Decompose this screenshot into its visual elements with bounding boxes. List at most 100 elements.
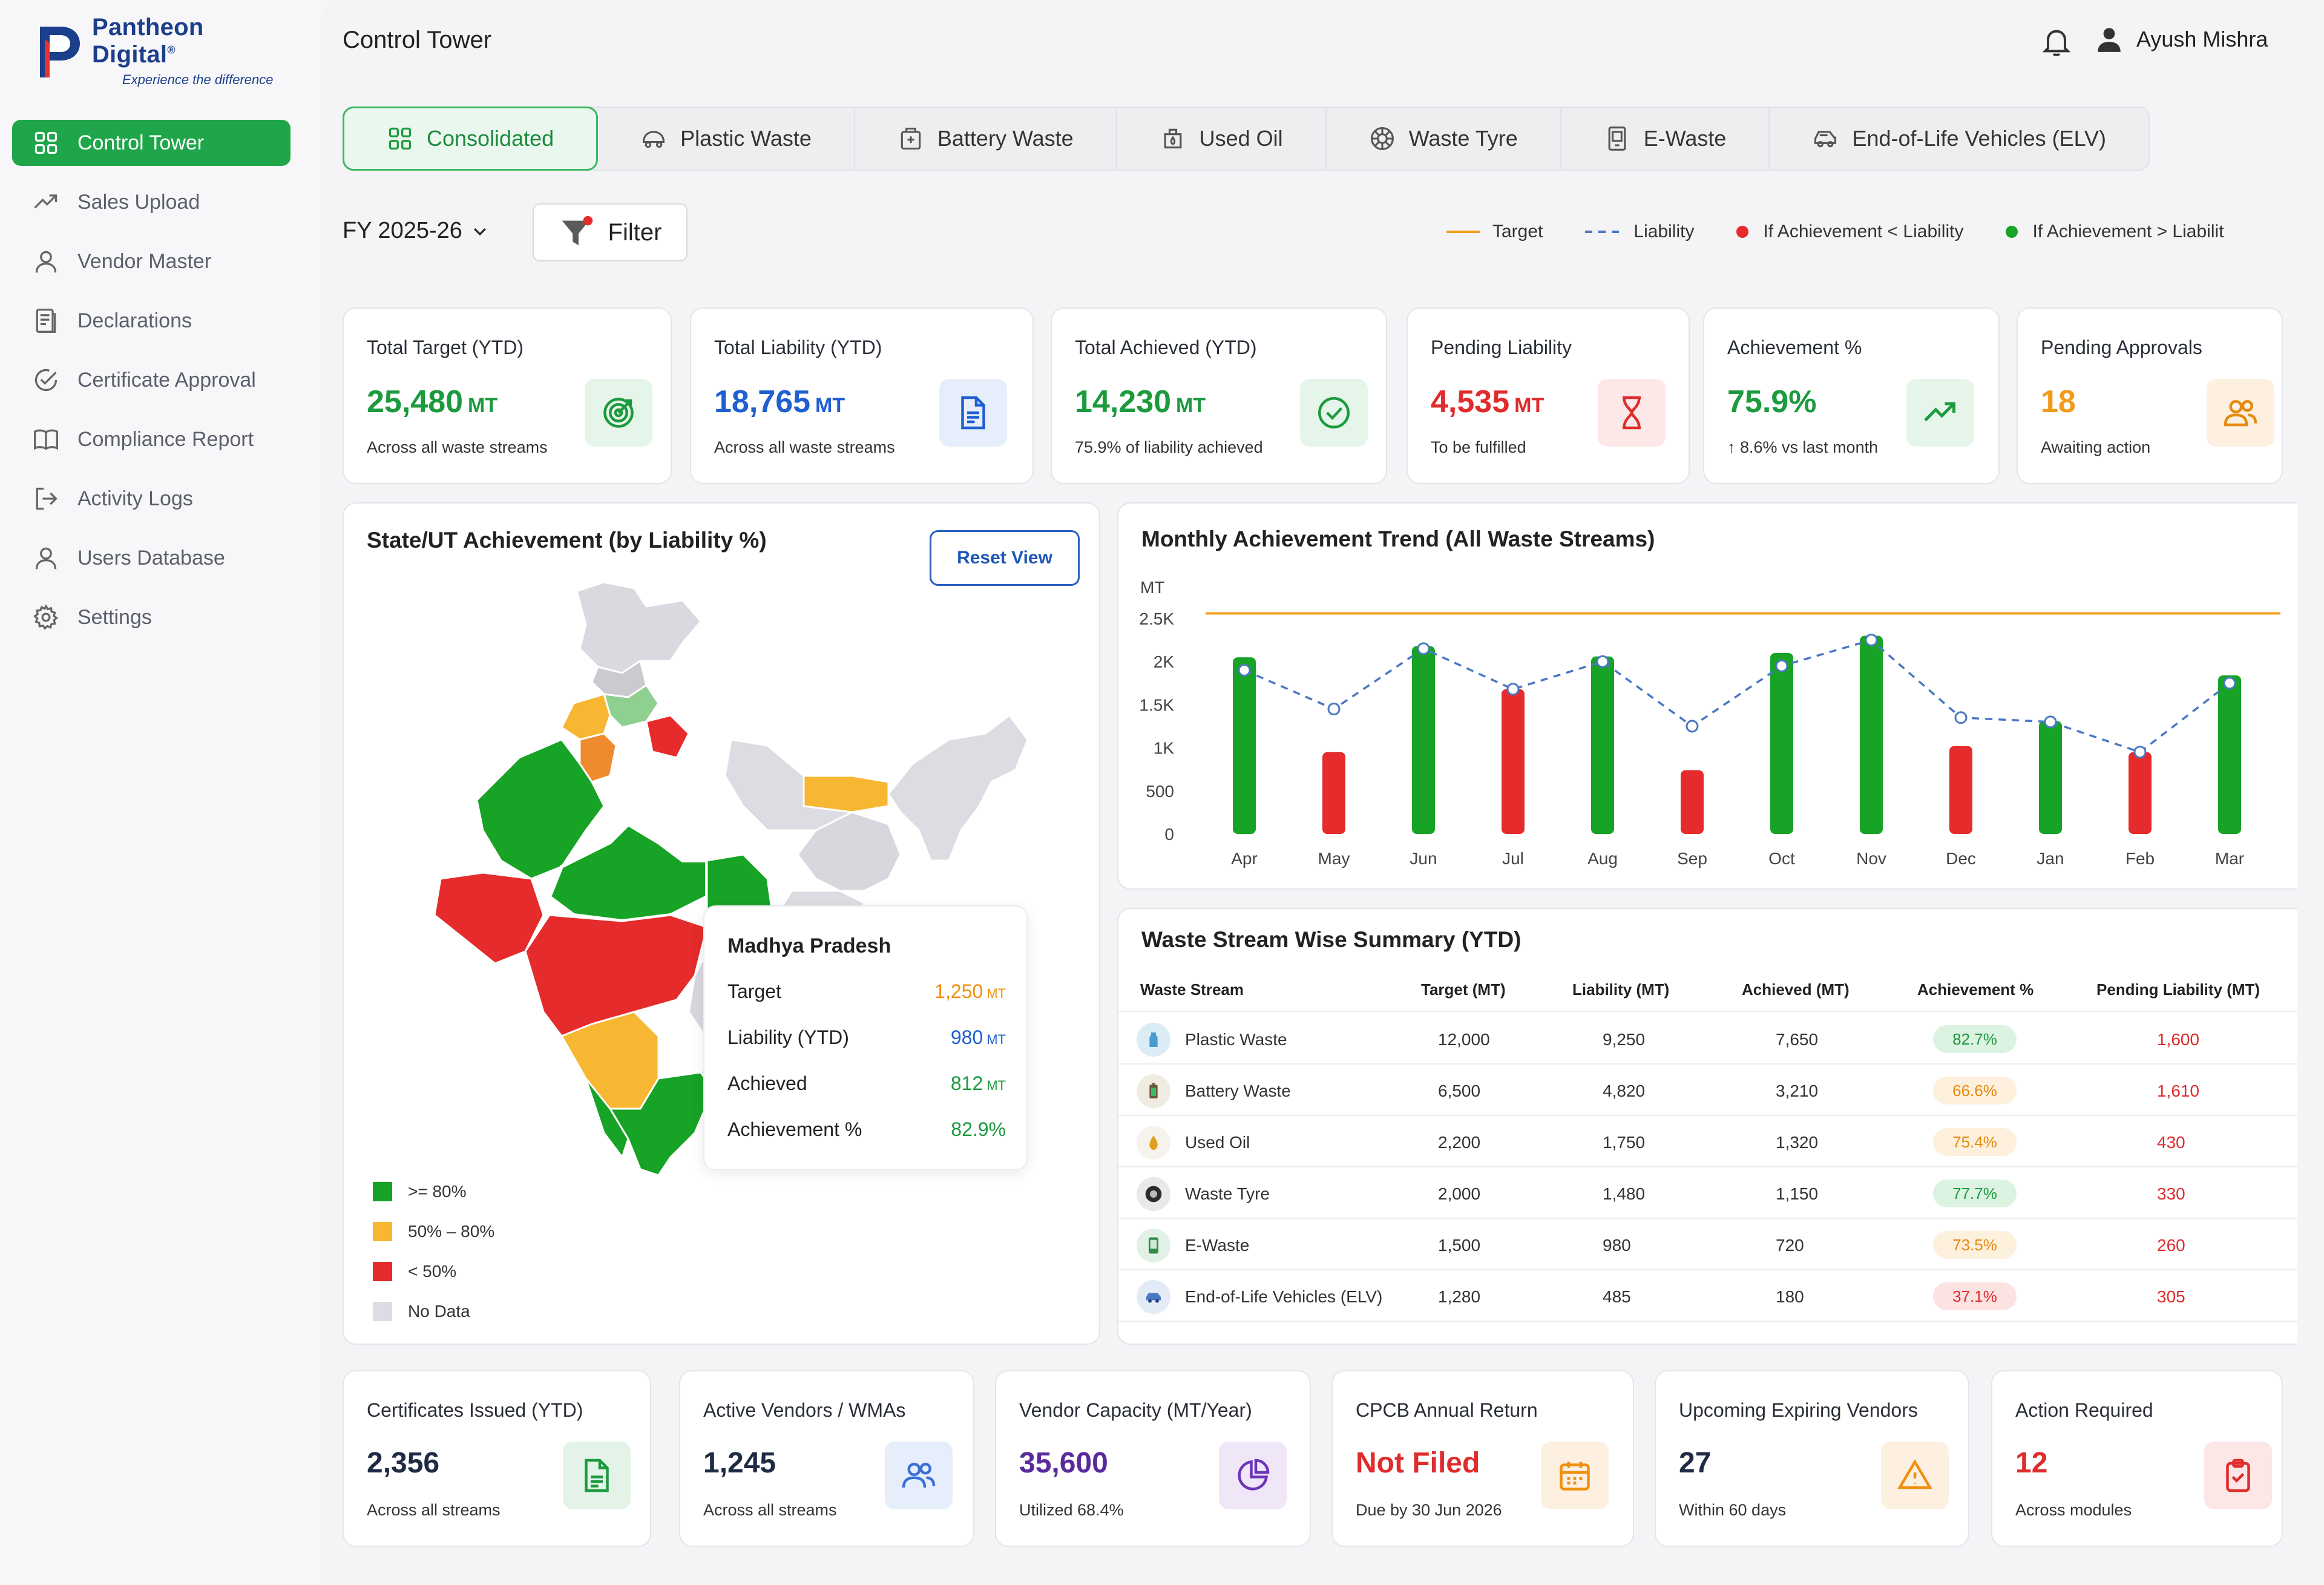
bottom-kpi-card[interactable]: Upcoming Expiring Vendors 27 Within 60 day… [1655,1370,1969,1547]
liability-point [1865,634,1878,647]
bell-icon[interactable] [2040,24,2073,58]
clipboard-icon [2204,1442,2272,1509]
kpi-value: 4,535 MT [1431,384,1544,419]
kpi-value: 18 [2041,384,2076,419]
tab-battery-waste[interactable]: Battery Waste [855,108,1117,169]
tab-plastic-waste[interactable]: Plastic Waste [598,108,855,169]
brand-name: Pantheon Digital® [92,14,204,68]
tab-label: Plastic Waste [680,126,812,151]
main-content: Control Tower Ayush Mishra Consolidated … [321,0,2324,1585]
monthly-trend-chart[interactable]: MT 0 500 1K 1.5K 2K 2.5K Apr May Jun Jul Aug Sep Oct N… [1118,504,2293,891]
bottom-kpi-card[interactable]: Active Vendors / WMAs 1,245 Across all str… [679,1370,974,1547]
table-row[interactable]: Used Oil 2,200 1,750 1,320 75.4% 430 [1118,1116,2297,1167]
brand-logo[interactable]: Pantheon Digital® Experience the differe… [36,14,290,87]
gear-icon [33,604,59,631]
tab-consolidated[interactable]: Consolidated [343,107,599,171]
state-map-panel: State/UT Achievement (by Liability %) Re… [343,502,1100,1345]
kpi-total-achieved[interactable]: Total Achieved (YTD) 14,230 MT 75.9% of l… [1051,307,1387,484]
sidebar-item-vendor-master[interactable]: Vendor Master [12,238,290,284]
car-icon [1137,1280,1170,1314]
kpi-achievement-pct[interactable]: Achievement % 75.9% ↑ 8.6% vs last month [1703,307,2000,484]
sidebar-item-declarations[interactable]: Declarations [12,298,290,344]
tab-waste-tyre[interactable]: Waste Tyre [1327,108,1561,169]
column-header[interactable]: Achieved (MT) [1742,980,1850,999]
liability-point [2223,677,2236,690]
filter-button[interactable]: Filter [533,203,688,261]
sidebar-item-settings[interactable]: Settings [12,594,290,640]
column-header[interactable]: Target (MT) [1421,980,1506,999]
achievement-pill: 77.7% [1933,1180,2017,1207]
achievement-pill: 73.5% [1933,1231,2017,1259]
kpi-label: Total Achieved (YTD) [1075,336,1257,358]
fiscal-year-select[interactable]: FY 2025-26 [343,218,489,244]
table-row[interactable]: Plastic Waste 12,000 9,250 7,650 82.7% 1,600 [1118,1013,2297,1065]
tooltip-row-value: 1,250 MT [934,980,1006,1002]
book-icon [33,426,59,453]
column-header[interactable]: Pending Liability (MT) [2096,980,2260,999]
x-tick-label: May [1318,849,1350,868]
tooltip-row: Achieved 812 MT [727,1072,1006,1095]
trend-up-icon [33,189,59,215]
kpi-sub: 75.9% of liability achieved [1075,438,1263,456]
cell-achieved: 180 [1776,1287,1804,1306]
sidebar-item-activity-logs[interactable]: Activity Logs [12,476,290,522]
kpi-pending-approvals[interactable]: Pending Approvals 18 Awaiting action [2017,307,2283,484]
column-header[interactable]: Achievement % [1917,980,2034,999]
sidebar-item-label: Activity Logs [77,487,193,510]
panel-title: State/UT Achievement (by Liability %) [367,528,767,553]
kpi-sub: Awaiting action [2041,438,2151,456]
y-tick-label: 1K [1154,739,1175,758]
cell-liability: 980 [1603,1236,1631,1255]
reset-view-button[interactable]: Reset View [930,530,1080,586]
cell-stream: Used Oil [1185,1133,1250,1152]
table-row[interactable]: End-of-Life Vehicles (ELV) 1,280 485 180 37.… [1118,1270,2297,1322]
sidebar-item-label: Compliance Report [77,427,254,451]
bar-jun [1412,646,1435,834]
sidebar-item-users-database[interactable]: Users Database [12,535,290,581]
tab-used-oil[interactable]: Used Oil [1117,108,1327,169]
sidebar-item-label: Declarations [77,309,192,332]
cell-target: 1,280 [1438,1287,1481,1306]
table-row[interactable]: E-Waste 1,500 980 720 73.5% 260 [1118,1219,2297,1270]
table-row[interactable]: Battery Waste 6,500 4,820 3,210 66.6% 1,610 [1118,1065,2297,1116]
filter-label: Filter [608,218,662,246]
liability-point [1506,683,1520,696]
kpi-label: CPCB Annual Return [1356,1399,1538,1421]
tab-elv[interactable]: End-of-Life Vehicles (ELV) [1770,108,2148,169]
tab-e-waste[interactable]: E-Waste [1561,108,1770,169]
filter-icon [562,215,592,246]
cell-stream: Waste Tyre [1185,1184,1270,1203]
bar-sep [1681,770,1704,834]
sidebar-item-control-tower[interactable]: Control Tower [12,120,290,166]
kpi-total-liability[interactable]: Total Liability (YTD) 18,765 MT Across al… [690,307,1034,484]
tooltip-state-name: Madhya Pradesh [727,934,891,957]
kpi-sub: Due by 30 Jun 2026 [1356,1501,1502,1519]
sidebar-item-sales-upload[interactable]: Sales Upload [12,179,290,225]
logout-icon [33,485,59,512]
sidebar-item-compliance-report[interactable]: Compliance Report [12,416,290,462]
user-menu[interactable]: Ayush Mishra [2094,24,2268,54]
map-region-punjab [560,693,611,741]
cell-liability: 9,250 [1603,1030,1646,1049]
cell-stream: Plastic Waste [1185,1030,1287,1049]
bottom-kpi-card[interactable]: Vendor Capacity (MT/Year) 35,600 Utilized … [995,1370,1311,1547]
legend-liability: Liability [1585,222,1694,242]
kpi-label: Pending Liability [1431,336,1572,358]
sidebar: Pantheon Digital® Experience the differe… [0,0,321,1585]
table-row[interactable]: Waste Tyre 2,000 1,480 1,150 77.7% 330 [1118,1167,2297,1219]
bottom-kpi-card[interactable]: Action Required 12 Across modules [1991,1370,2283,1547]
cell-target: 1,500 [1438,1236,1481,1255]
bottom-kpi-card[interactable]: CPCB Annual Return Not Filed Due by 30 Jun… [1331,1370,1634,1547]
x-tick-label: Apr [1231,849,1258,868]
summary-table-header: Waste Stream Target (MT) Liability (MT) … [1118,970,2297,1012]
x-tick-label: Dec [1946,849,1976,868]
x-tick-label: Sep [1677,849,1707,868]
column-header[interactable]: Liability (MT) [1572,980,1670,999]
tooltip-row: Liability (YTD) 980 MT [727,1026,1006,1049]
column-header[interactable]: Waste Stream [1140,980,1244,999]
bottom-kpi-card[interactable]: Certificates Issued (YTD) 2,356 Across all… [343,1370,651,1547]
kpi-pending-liability[interactable]: Pending Liability 4,535 MT To be fulfille… [1407,307,1690,484]
kpi-total-target[interactable]: Total Target (YTD) 25,480 MT Across all w… [343,307,672,484]
sidebar-item-label: Settings [77,605,152,629]
sidebar-item-certificate-approval[interactable]: Certificate Approval [12,357,290,403]
